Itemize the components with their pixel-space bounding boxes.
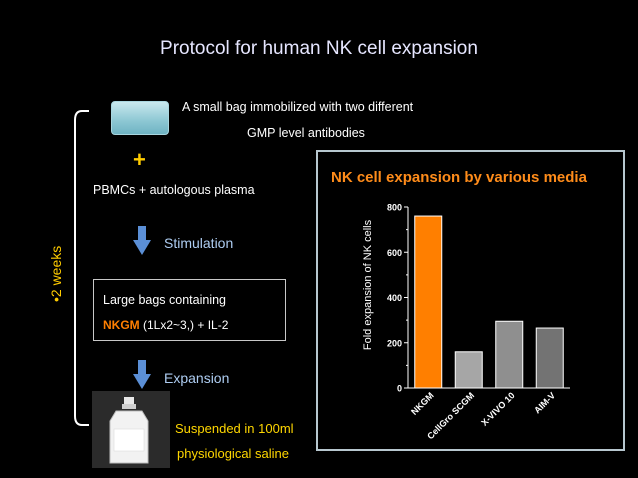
page-title: Protocol for human NK cell expansion [160, 38, 478, 59]
large-bag-box [93, 279, 286, 341]
bar-chart: Fold expansion of NK cells 0 200 400 600 800… [362, 203, 570, 441]
bar-x-vivo-10 [495, 320, 524, 389]
y-tick-label: 400 [387, 293, 402, 303]
small-bag-icon [111, 101, 169, 135]
chart-title: NK cell expansion by various media [331, 169, 587, 186]
large-bag-rest-text: (1Lx2~3,) + IL-2 [139, 318, 229, 332]
saline-text-line1: Suspended in 100ml [175, 421, 294, 436]
small-bag-text-line2: GMP level antibodies [247, 126, 365, 140]
expansion-label: Expansion [164, 370, 230, 386]
bar-aim-v [535, 327, 564, 389]
y-axis-label: Fold expansion of NK cells [362, 219, 374, 350]
nkgm-label: NKGM [103, 318, 140, 332]
bracket-icon [74, 110, 89, 426]
y-tick-label: 200 [387, 338, 402, 348]
duration-label: •2 weeks [48, 245, 64, 302]
saline-bottle-icon [109, 397, 149, 464]
small-bag-text-line1: A small bag immobilized with two differe… [182, 100, 414, 114]
pbmc-text: PBMCs + autologous plasma [93, 183, 255, 197]
y-tick-label: 800 [387, 203, 402, 213]
x-tick-label: AIM-V [532, 390, 557, 415]
down-arrow-icon [133, 360, 151, 389]
large-bag-text-line1: Large bags containing [103, 293, 227, 307]
x-tick-label: NKGM [409, 390, 436, 417]
saline-bottle-photo [92, 391, 170, 468]
bar-cellgro-scgm [454, 351, 483, 389]
large-bag-text-line2: NKGM (1Lx2~3,) + IL-2 [103, 318, 228, 332]
down-arrow-icon [133, 226, 151, 255]
saline-text-line2: physiological saline [177, 446, 290, 461]
y-tick-label: 600 [387, 248, 402, 258]
plus-symbol: + [133, 147, 146, 172]
x-tick-label: X-VIVO 10 [479, 390, 516, 427]
bar-nkgm [414, 215, 443, 389]
stimulation-label: Stimulation [164, 235, 234, 251]
chart-panel [316, 150, 625, 451]
y-tick-label: 0 [397, 384, 402, 394]
